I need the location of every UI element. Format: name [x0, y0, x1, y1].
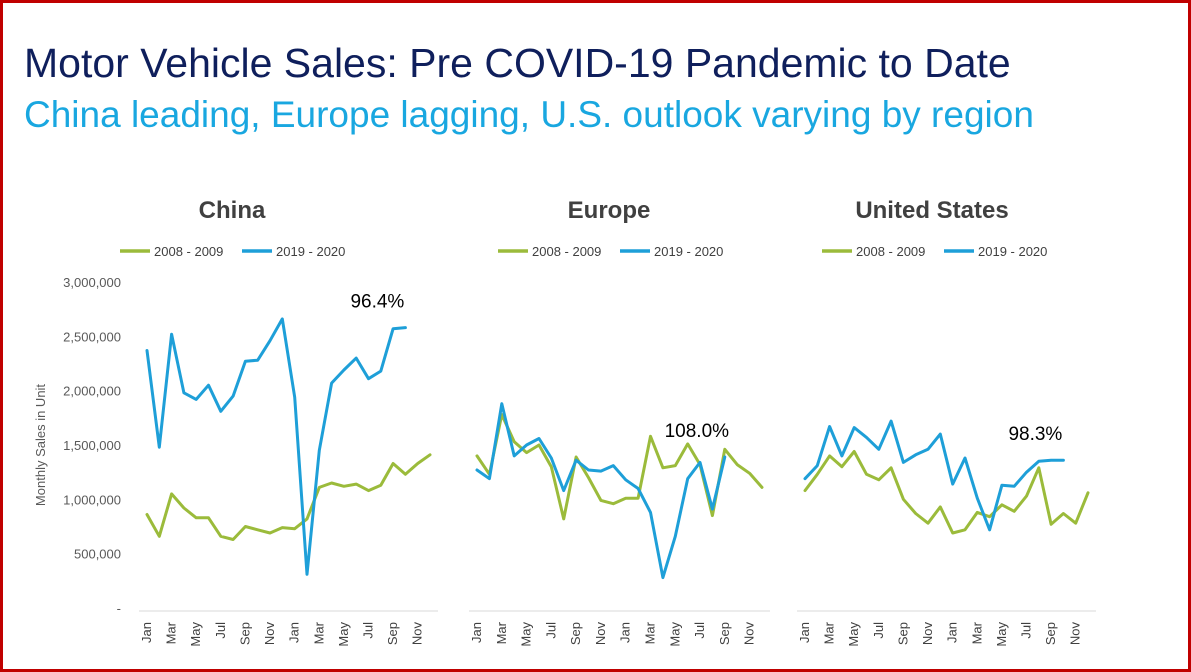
- europe-x-tick-label: Nov: [742, 622, 757, 646]
- united-states-x-tick-label: Mar: [969, 621, 984, 644]
- europe-annotation-label: 108.0%: [665, 421, 730, 442]
- europe-chart-title: Europe: [568, 197, 651, 224]
- china-x-tick-label: Sep: [237, 622, 252, 645]
- europe-series-line-2019-2020: [475, 402, 727, 580]
- europe-legend-label-2019-2020: 2019 - 2020: [654, 244, 723, 259]
- china-legend-label-2008-2009: 2008 - 2009: [154, 244, 223, 259]
- china-y-tick-label: 1,500,000: [63, 438, 121, 453]
- europe-x-tick-label: May: [667, 622, 682, 647]
- china-y-tick-label: 3,000,000: [63, 275, 121, 290]
- united-states-series-line-2008-2009: [803, 450, 1090, 535]
- europe-x-tick-label: Jul: [692, 622, 707, 639]
- europe-x-tick-label: Mar: [494, 621, 509, 644]
- united-states-x-tick-label: Nov: [920, 622, 935, 646]
- china-legend-label-2019-2020: 2019 - 2020: [276, 244, 345, 259]
- united-states-series-line-2019-2020: [803, 419, 1065, 532]
- china-y-tick-label: 2,500,000: [63, 329, 121, 344]
- united-states-x-tick-label: Mar: [822, 621, 837, 644]
- china-x-tick-label: Jul: [360, 622, 375, 639]
- china-y-tick-label: -: [117, 601, 121, 616]
- united-states-x-tick-label: Sep: [895, 622, 910, 645]
- china-chart-title: China: [199, 197, 266, 224]
- china-y-tick-label: 2,000,000: [63, 384, 121, 399]
- china-x-tick-label: Sep: [385, 622, 400, 645]
- united-states-x-tick-label: Jul: [871, 622, 886, 639]
- china-x-tick-label: May: [336, 622, 351, 647]
- china-x-tick-label: Mar: [311, 621, 326, 644]
- europe-x-tick-label: Jan: [618, 622, 633, 643]
- united-states-x-tick-label: Nov: [1068, 622, 1083, 646]
- europe-x-tick-label: Jul: [543, 622, 558, 639]
- china-x-tick-label: Nov: [410, 622, 425, 646]
- united-states-x-tick-label: Jul: [1018, 622, 1033, 639]
- china-series-line-2008-2009: [145, 453, 432, 541]
- china-y-tick-label: 1,000,000: [63, 492, 121, 507]
- slide-title: Motor Vehicle Sales: Pre COVID-19 Pandem…: [24, 40, 1011, 86]
- united-states-x-tick-label: Jan: [945, 622, 960, 643]
- europe-x-tick-label: Sep: [717, 622, 732, 645]
- slide-subtitle: China leading, Europe lagging, U.S. outl…: [24, 94, 1034, 135]
- china-y-tick-label: 500,000: [74, 547, 121, 562]
- europe-x-tick-label: May: [519, 622, 534, 647]
- united-states-x-tick-label: May: [846, 622, 861, 647]
- europe-legend-label-2008-2009: 2008 - 2009: [532, 244, 601, 259]
- europe-x-tick-label: Nov: [593, 622, 608, 646]
- united-states-chart-title: United States: [855, 197, 1008, 224]
- united-states-legend-label-2008-2009: 2008 - 2009: [856, 244, 925, 259]
- united-states-legend-label-2019-2020: 2019 - 2020: [978, 244, 1047, 259]
- europe-x-tick-label: Mar: [642, 621, 657, 644]
- china-x-tick-label: Jan: [139, 622, 154, 643]
- china-x-tick-label: Nov: [262, 622, 277, 646]
- china-y-axis-label: Monthly Sales in Unit: [33, 384, 48, 506]
- europe-x-tick-label: Jan: [469, 622, 484, 643]
- china-x-tick-label: Jan: [287, 622, 302, 643]
- china-x-tick-label: May: [188, 622, 203, 647]
- united-states-x-tick-label: Sep: [1043, 622, 1058, 645]
- china-x-tick-label: Mar: [164, 621, 179, 644]
- united-states-x-tick-label: May: [994, 622, 1009, 647]
- china-series-line-2019-2020: [145, 317, 407, 576]
- united-states-x-tick-label: Jan: [797, 622, 812, 643]
- united-states-annotation-label: 98.3%: [1008, 424, 1062, 445]
- europe-x-tick-label: Sep: [568, 622, 583, 645]
- china-annotation-label: 96.4%: [350, 292, 404, 313]
- china-x-tick-label: Jul: [213, 622, 228, 639]
